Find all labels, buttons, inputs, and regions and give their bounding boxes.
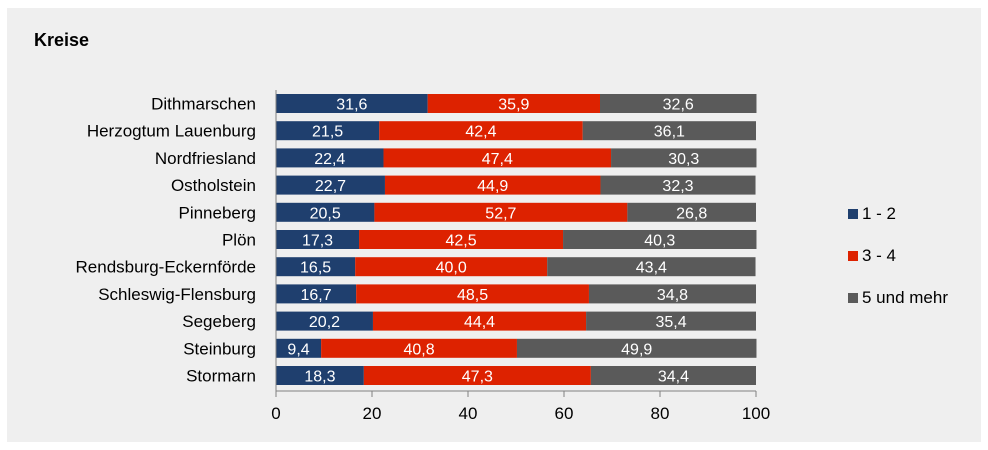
data-label: 44,4 (464, 314, 495, 331)
data-label: 44,9 (477, 178, 508, 195)
bar-segment (276, 257, 356, 277)
x-tick-label: 60 (555, 404, 574, 423)
category-label: Segeberg (182, 312, 256, 331)
data-label: 52,7 (485, 205, 516, 222)
chart-title: Kreise (34, 30, 90, 50)
data-label: 30,3 (668, 151, 699, 168)
data-label: 16,5 (300, 260, 331, 277)
bar-segment (600, 94, 757, 113)
x-tick-label: 20 (363, 404, 382, 423)
x-tick-label: 80 (651, 404, 670, 423)
bars-group: 31,6 35,9 32,6 21,5 42,4 36,1 22,4 47,4 30,3 22,7… (276, 94, 757, 386)
legend-label: 1 - 2 (862, 204, 896, 223)
x-tick-label: 0 (271, 404, 280, 423)
data-label: 20,2 (309, 314, 340, 331)
data-label: 47,4 (482, 151, 513, 168)
bar-segment (588, 284, 756, 304)
data-label: 40,8 (403, 341, 434, 358)
bar-segment (383, 148, 612, 168)
bar-segment (276, 284, 357, 304)
category-label: Stormarn (186, 367, 256, 386)
data-label: 40,0 (436, 260, 467, 277)
data-label: 26,8 (676, 205, 707, 222)
data-label: 20,5 (310, 205, 341, 222)
bar-segment (276, 366, 364, 385)
category-label: Ostholstein (171, 176, 256, 195)
legend-label: 5 und mehr (862, 288, 948, 307)
data-label: 34,4 (658, 369, 689, 386)
data-label: 40,3 (644, 233, 675, 250)
legend: 1 - 2 3 - 4 5 und mehr (848, 204, 948, 307)
bar-segment (276, 175, 385, 195)
data-label: 42,5 (445, 233, 476, 250)
category-labels: Dithmarschen Herzogtum Lauenburg Nordfries… (76, 95, 256, 386)
bar-segment (590, 366, 756, 385)
data-label: 22,7 (315, 178, 346, 195)
bar-segment (276, 121, 380, 141)
category-label: Steinburg (183, 339, 256, 358)
bar-segment (356, 284, 589, 304)
data-label: 35,9 (498, 97, 529, 114)
legend-swatch (848, 251, 858, 261)
bar-segment (379, 121, 583, 141)
category-label: Schleswig-Flensburg (98, 285, 256, 304)
category-label: Plön (222, 231, 256, 250)
data-label: 48,5 (457, 287, 488, 304)
bar-segment (427, 94, 600, 113)
data-label: 31,6 (336, 97, 367, 114)
bar-segment (276, 338, 322, 358)
bar-segment (586, 311, 756, 331)
bar-segment (276, 202, 375, 222)
bar-segment (276, 94, 428, 113)
category-label: Dithmarschen (151, 95, 256, 114)
data-label: 43,4 (636, 260, 667, 277)
data-label: 35,4 (655, 314, 686, 331)
x-axis: 0 20 40 60 80 100 (271, 90, 770, 423)
data-label: 47,3 (462, 369, 493, 386)
bar-segment (582, 121, 756, 141)
legend-swatch (848, 293, 858, 303)
bar-segment (372, 311, 587, 331)
category-label: Herzogtum Lauenburg (87, 122, 256, 141)
x-tick-label: 40 (459, 404, 478, 423)
bar-segment (321, 338, 517, 358)
bar-segment (374, 202, 628, 222)
bar-segment (611, 148, 757, 168)
category-label: Rendsburg-Eckernförde (76, 258, 256, 277)
bar-segment (627, 202, 756, 222)
bar-segment (600, 175, 756, 195)
bar-segment (359, 230, 564, 249)
bar-segment (516, 338, 757, 358)
bar-segment (547, 257, 756, 277)
data-label: 42,4 (465, 124, 496, 141)
data-label: 16,7 (301, 287, 332, 304)
bar-segment (276, 311, 373, 331)
legend-swatch (848, 209, 858, 219)
data-label: 9,4 (287, 341, 309, 358)
data-label: 32,3 (662, 178, 693, 195)
data-label: 18,3 (304, 369, 335, 386)
bar-segment (384, 175, 601, 195)
bar-segment (276, 148, 384, 168)
data-label: 17,3 (302, 233, 333, 250)
category-label: Pinneberg (178, 203, 256, 222)
data-label: 22,4 (314, 151, 345, 168)
data-label: 36,1 (654, 124, 685, 141)
bar-segment (355, 257, 548, 277)
legend-label: 3 - 4 (862, 246, 896, 265)
bar-segment (276, 230, 360, 249)
x-tick-label: 100 (742, 404, 770, 423)
category-label: Nordfriesland (155, 149, 256, 168)
data-label: 32,6 (663, 97, 694, 114)
data-label: 49,9 (621, 341, 652, 358)
bar-segment (563, 230, 757, 249)
data-label: 34,8 (657, 287, 688, 304)
data-label: 21,5 (312, 124, 343, 141)
bar-segment (363, 366, 591, 385)
